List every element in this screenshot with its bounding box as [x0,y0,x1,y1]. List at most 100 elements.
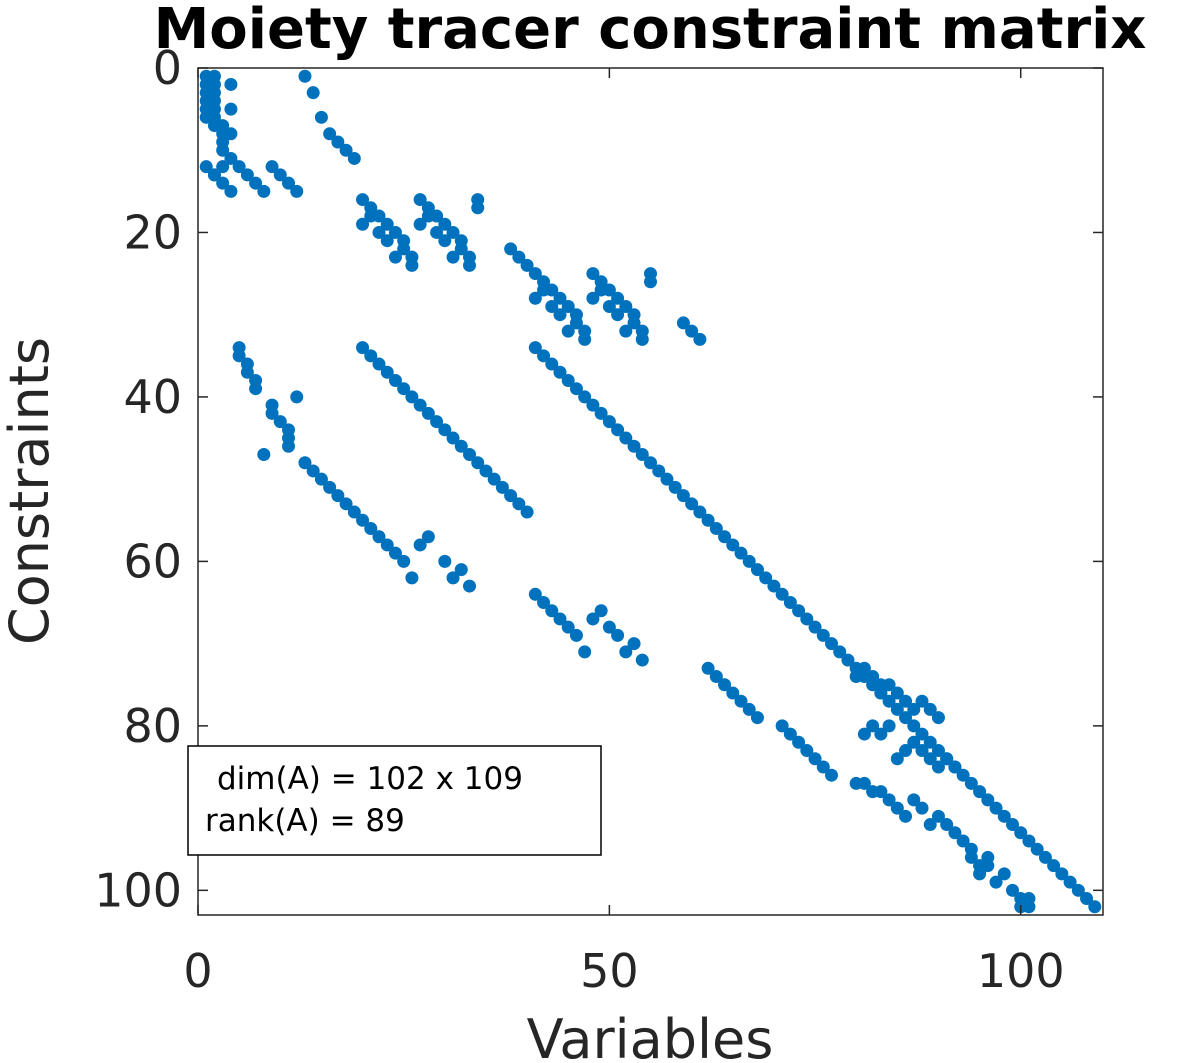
data-point [899,694,913,708]
y-tick-label: 60 [123,534,182,588]
data-point [405,390,419,404]
data-point [709,522,723,536]
data-point [602,620,616,634]
data-point [356,341,370,355]
data-point [282,176,295,190]
data-point [882,694,896,708]
data-point [693,332,707,346]
data-point [611,628,625,642]
data-point [874,686,888,700]
data-point [734,694,748,708]
data-point [619,324,633,338]
data-point [857,776,871,790]
data-point [537,596,551,610]
y-tick-label: 40 [123,370,182,424]
data-point [907,719,921,733]
y-tick-label: 20 [123,205,182,259]
data-point [660,472,674,486]
data-point [816,760,830,774]
data-point [240,168,254,182]
data-point [635,653,649,667]
data-point [775,719,789,733]
data-point [561,373,575,387]
data-point [331,135,345,149]
scatter-points [199,69,1102,914]
data-point [273,415,287,429]
data-point [528,291,542,305]
data-point [413,217,427,231]
data-point [388,546,402,560]
data-point [397,382,411,396]
data-point [586,291,600,305]
data-point [849,670,863,684]
data-point [808,752,822,766]
data-point [430,209,444,223]
data-point [792,735,806,749]
data-point [446,250,460,264]
data-point [487,472,501,486]
data-point [923,702,937,716]
plot-frame [197,67,1104,916]
data-point [652,464,666,478]
data-point [1038,850,1052,864]
data-point [520,505,534,519]
data-point [504,489,518,503]
data-point [512,250,526,264]
data-point [290,390,304,404]
data-point [388,373,402,387]
data-point [997,867,1011,881]
data-point [380,217,394,231]
data-point [249,382,263,396]
data-point [421,406,435,420]
chart-title: Moiety tracer constraint matrix [154,0,1147,62]
data-point [553,365,567,379]
data-point [907,702,921,716]
data-point [545,283,559,297]
data-point [569,628,583,642]
data-point [586,398,600,412]
data-point [380,234,394,248]
data-point [528,341,542,355]
data-point [709,670,723,684]
data-point [388,225,402,239]
data-point [841,653,855,667]
data-point [356,193,370,207]
data-point [644,456,657,470]
data-point [627,316,641,330]
data-point [701,513,715,527]
data-point [372,225,386,239]
data-point [668,480,682,494]
data-point [726,538,740,552]
data-point [388,250,402,264]
annotation-rank: rank(A) = 89 [205,803,405,839]
data-point [1088,900,1102,914]
data-point [734,546,748,560]
data-point [216,143,230,157]
data-point [635,447,649,461]
data-point [874,727,888,741]
data-point [380,538,394,552]
data-point [528,267,542,281]
data-point [701,661,715,675]
data-point [956,768,970,782]
data-point [430,225,444,239]
y-tick-label: 100 [94,863,182,917]
data-point [471,201,485,215]
data-point [438,234,452,248]
data-point [923,735,937,749]
y-tick-label: 0 [153,41,182,95]
data-point [306,86,320,100]
data-point [825,637,838,651]
data-point [693,505,707,519]
data-point [915,744,929,758]
data-point [446,225,460,239]
data-point [874,785,888,799]
data-point [569,316,583,330]
data-point [586,267,600,281]
data-point [989,875,1003,889]
data-point [594,406,608,420]
x-axis-label: Variables [527,1008,774,1063]
data-point [454,242,468,256]
data-point [520,258,534,272]
data-point [578,645,592,659]
